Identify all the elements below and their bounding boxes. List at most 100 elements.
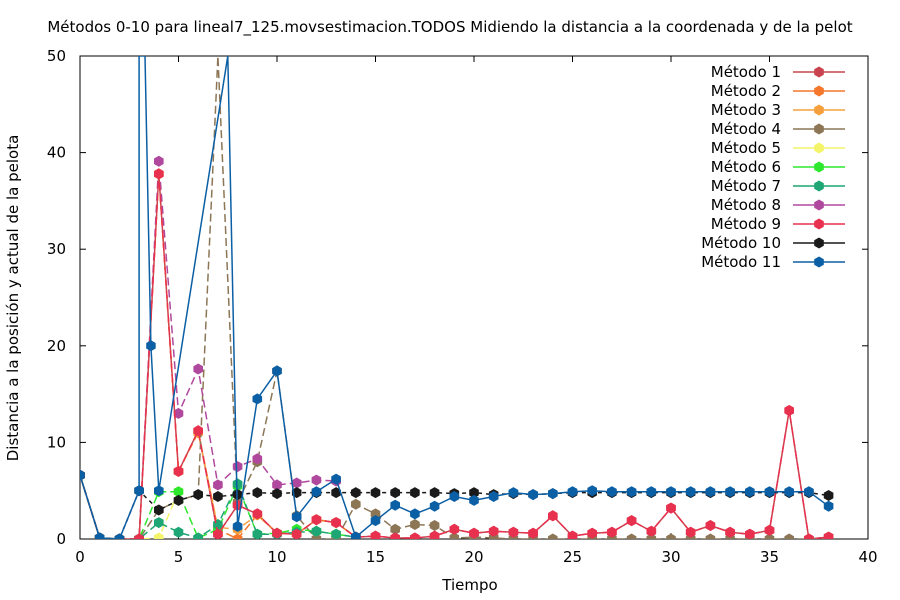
data-point <box>80 469 85 481</box>
legend-label: Método 6 <box>711 158 781 176</box>
legend-marker <box>814 237 824 249</box>
data-point <box>154 517 164 529</box>
data-point <box>429 520 440 531</box>
data-point <box>705 486 716 498</box>
legend-label: Método 11 <box>701 253 781 271</box>
data-point <box>488 525 499 537</box>
series-line <box>80 474 356 539</box>
data-point <box>449 491 460 502</box>
data-point <box>705 520 716 531</box>
data-point <box>449 523 460 535</box>
legend-marker <box>814 85 824 97</box>
legend-label: Método 4 <box>711 120 781 138</box>
data-point <box>252 487 263 499</box>
data-point <box>607 526 617 538</box>
data-point <box>146 340 156 352</box>
data-point <box>173 407 184 419</box>
data-point <box>173 526 184 538</box>
data-point <box>291 477 302 489</box>
legend-label: Método 1 <box>711 63 781 81</box>
data-point <box>528 489 538 501</box>
data-point <box>626 486 637 498</box>
data-point <box>508 526 519 538</box>
data-point <box>823 490 834 501</box>
data-point <box>548 510 558 522</box>
legend-label: Método 10 <box>701 234 781 252</box>
legend-marker <box>814 142 824 154</box>
data-point <box>626 533 637 539</box>
plot-area: 0 5 10 15 20 25 30 35 40 0 10 20 30 40 50 <box>47 47 878 566</box>
x-tick-label: 0 <box>75 548 85 566</box>
data-point <box>784 486 794 498</box>
series-group <box>80 56 834 539</box>
data-point <box>351 498 361 510</box>
data-point <box>252 393 263 405</box>
data-point <box>193 489 203 501</box>
data-point <box>351 487 361 499</box>
data-point <box>173 486 184 498</box>
data-point <box>666 502 676 514</box>
data-point <box>114 533 125 539</box>
data-point <box>370 487 381 499</box>
legend-marker <box>814 180 824 192</box>
data-point <box>804 533 814 539</box>
data-point <box>607 486 617 498</box>
data-point <box>469 527 479 539</box>
data-point <box>764 533 775 539</box>
legend-label: Método 8 <box>711 196 781 214</box>
data-point <box>291 511 302 523</box>
data-point <box>272 479 282 491</box>
x-tick-label: 35 <box>760 548 779 566</box>
x-tick-label: 15 <box>366 548 385 566</box>
data-point <box>666 486 676 498</box>
legend-label: Método 9 <box>711 215 781 233</box>
data-point <box>213 528 223 539</box>
data-point <box>232 533 243 539</box>
data-point <box>646 486 657 498</box>
data-point <box>311 486 322 498</box>
data-point <box>272 488 282 500</box>
data-point <box>725 526 735 538</box>
legend-marker <box>814 218 824 230</box>
data-point <box>764 486 775 498</box>
data-point <box>823 531 834 539</box>
data-point <box>823 500 834 512</box>
x-tick-label: 10 <box>267 548 286 566</box>
x-tick-label: 20 <box>464 548 483 566</box>
data-point <box>390 499 400 511</box>
data-point <box>685 526 696 538</box>
y-tick-label: 30 <box>47 240 66 258</box>
data-point <box>134 533 144 539</box>
data-point <box>232 478 243 490</box>
x-tick-label: 25 <box>563 548 582 566</box>
data-point <box>193 425 203 437</box>
data-point <box>232 520 243 532</box>
data-point <box>745 486 755 498</box>
data-point <box>784 405 794 416</box>
data-point <box>548 488 558 500</box>
data-point <box>134 485 144 497</box>
x-tick-label: 40 <box>858 548 877 566</box>
chart-title: Métodos 0-10 para lineal7_125.movsestima… <box>47 18 852 37</box>
data-point <box>173 494 184 506</box>
x-axis-title: Tiempo <box>441 576 497 594</box>
data-point <box>331 517 341 529</box>
x-tick-label: 30 <box>661 548 680 566</box>
data-point <box>469 487 479 499</box>
data-point <box>410 487 420 499</box>
y-tick-label: 20 <box>47 337 66 355</box>
data-point <box>587 527 597 539</box>
data-point <box>390 523 400 535</box>
legend-label: Método 5 <box>711 139 781 157</box>
data-point <box>311 514 322 526</box>
data-point <box>410 532 420 539</box>
legend-marker <box>814 123 824 135</box>
legend-marker <box>814 199 824 211</box>
data-point <box>154 168 164 180</box>
data-point <box>154 485 164 497</box>
data-point <box>685 486 696 498</box>
data-point <box>331 473 341 485</box>
data-point <box>745 528 755 539</box>
data-point <box>331 487 341 499</box>
